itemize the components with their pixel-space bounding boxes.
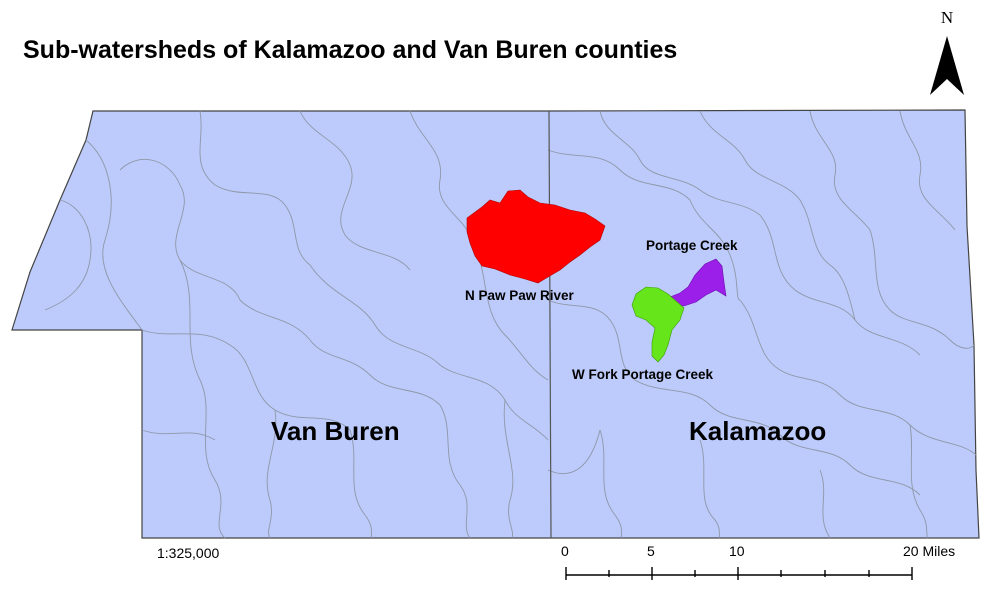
watershed-label-w-fork-portage-creek: W Fork Portage Creek [572,367,714,382]
watershed-label-n-paw-paw-river: N Paw Paw River [465,288,574,303]
county-label-kalamazoo: Kalamazoo [689,416,827,446]
watershed-label-portage-creek: Portage Creek [646,238,738,253]
scale-tick-label: 0 [561,543,569,559]
county-boundary [548,110,552,539]
north-arrow: N [922,8,972,100]
w-fork-portage-creek-watershed [631,286,685,363]
portage-creek-watershed [669,258,727,307]
subwatershed-lines [44,110,977,539]
scale-ratio: 1:325,000 [157,545,220,561]
n-paw-paw-river-watershed [466,189,606,284]
map-title: Sub-watersheds of Kalamazoo and Van Bure… [23,36,678,64]
scale-tick-label: 5 [647,543,655,559]
scale-tick-label: 10 [729,543,745,559]
county-label-van-buren: Van Buren [271,416,400,446]
north-label: N [940,8,954,27]
scale-tick-label: 20 Miles [903,543,956,559]
counties-polygon [11,109,980,539]
north-arrow-icon [930,36,964,95]
